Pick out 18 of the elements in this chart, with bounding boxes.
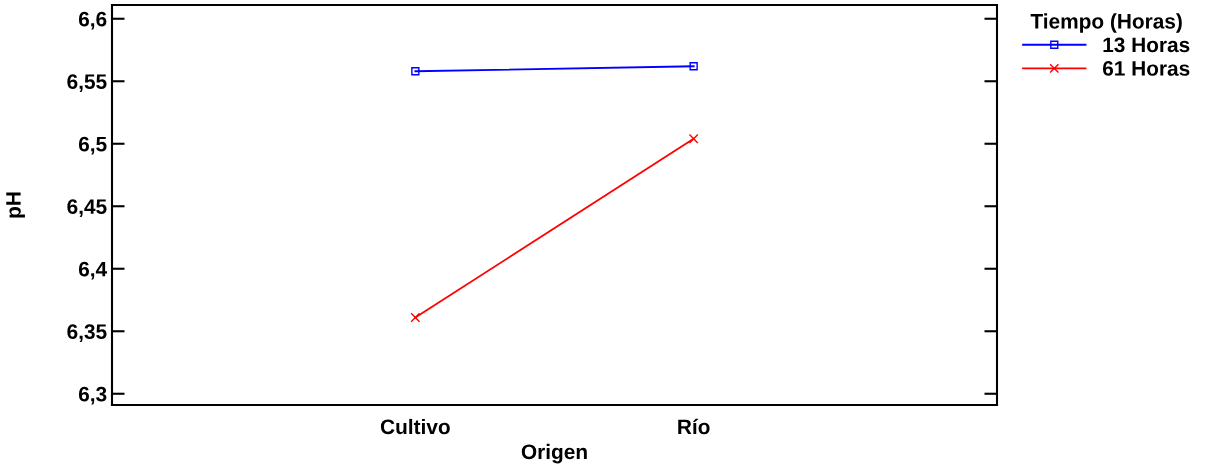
y-tick-label: 6,6	[78, 11, 107, 30]
x-tick-label: Río	[678, 418, 710, 435]
y-tick-label: 6,3	[78, 386, 107, 405]
point	[688, 133, 699, 144]
y-tick-label: 6,55	[67, 74, 107, 93]
point	[411, 67, 420, 76]
x-tick-label: Cultivo	[380, 418, 450, 435]
y-tick-label: 6,45	[67, 199, 107, 218]
y-tick-label: 6,35	[67, 324, 107, 343]
point	[410, 312, 421, 323]
legend-label: 61 Horas	[1102, 61, 1190, 76]
point	[689, 62, 698, 71]
legend-label: 13 Horas	[1103, 37, 1190, 53]
y-tick-label: 6,5	[78, 136, 107, 155]
y-axis-title: pH	[6, 192, 25, 218]
legend-title: Tiempo (Horas)	[1030, 13, 1182, 33]
y-tick-label: 6,4	[78, 261, 108, 280]
x-axis-title: Origen	[521, 443, 587, 464]
